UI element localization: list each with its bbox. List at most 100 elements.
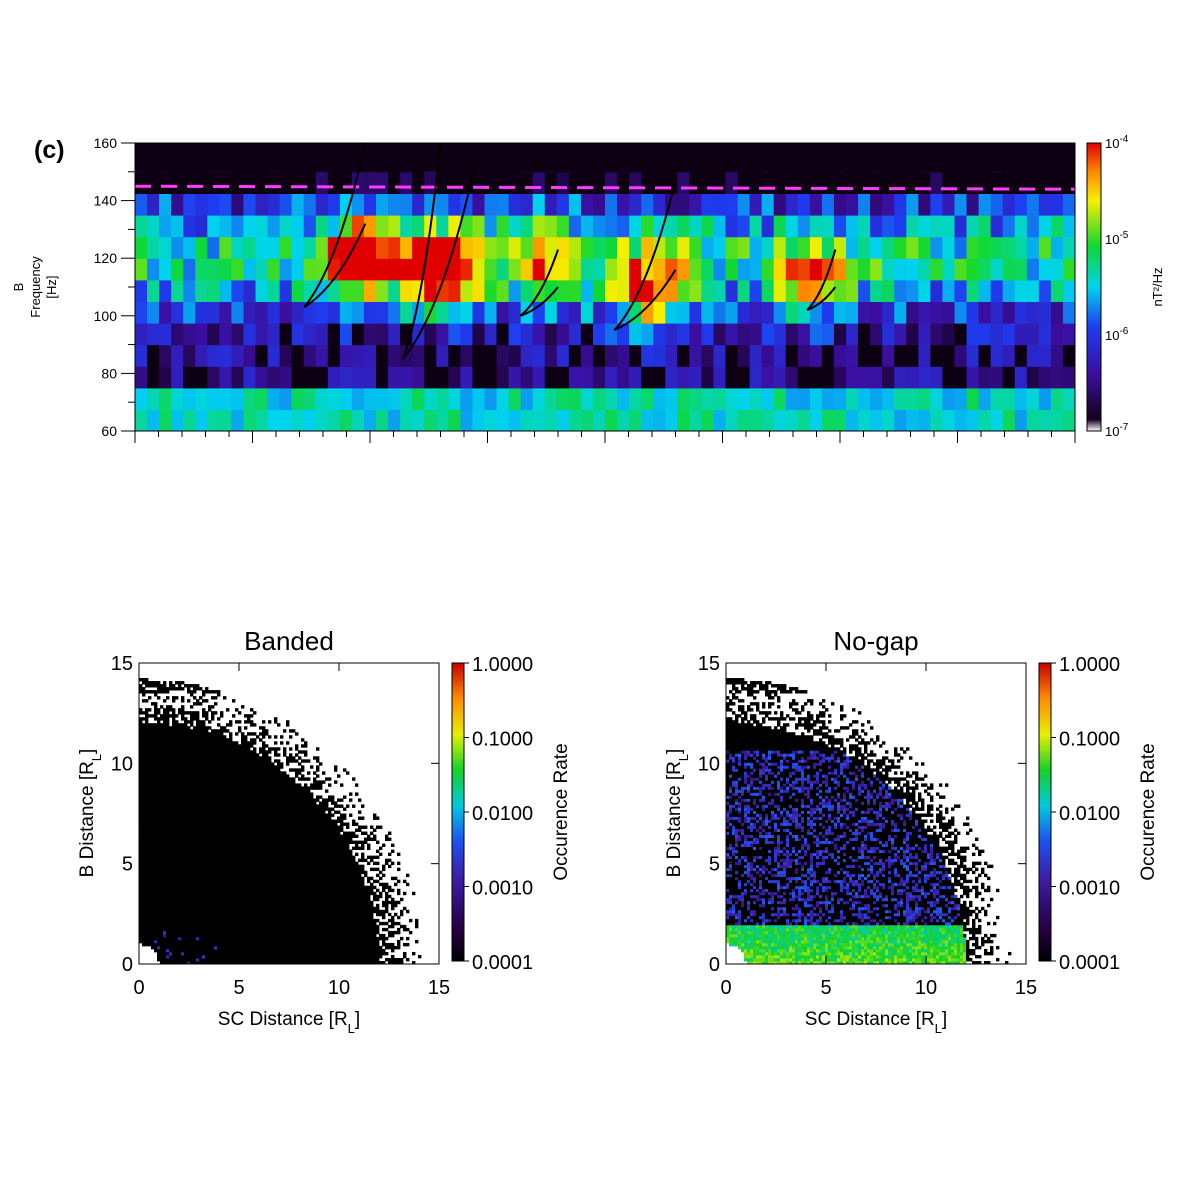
spectrogram-cell [761, 279, 775, 302]
occurrence-cell [148, 861, 152, 866]
occurrence-cell [277, 903, 281, 908]
occurrence-cell [208, 726, 212, 730]
occurrence-cell [172, 726, 176, 730]
occurrence-cell [241, 912, 245, 917]
occurrence-cell [172, 711, 176, 715]
spectrogram-cell [363, 301, 377, 324]
occurrence-cell [169, 801, 173, 805]
spectrogram-cell [990, 171, 1004, 194]
spectrogram-cell [641, 171, 654, 194]
occurrence-cell [187, 852, 191, 857]
rising-tone-trace [806, 286, 837, 311]
occurrence-cell [244, 801, 248, 805]
occurrence-cell [196, 762, 200, 766]
occurrence-cell [190, 873, 194, 878]
occurrence-cell [214, 879, 218, 884]
occurrence-cell [214, 915, 218, 920]
occurrence-cell [205, 831, 209, 835]
occurrence-cell [238, 789, 242, 793]
occurrence-cell [211, 780, 215, 784]
occurrence-cell [148, 774, 152, 778]
occurrence-cell [274, 948, 278, 953]
occurrence-cell [214, 855, 218, 860]
spectrogram-cell [725, 171, 739, 173]
occurrence-cell [238, 945, 242, 950]
occurrence-cell [241, 795, 245, 799]
occurrence-cell [253, 894, 257, 899]
occurrence-cell [238, 759, 242, 763]
occurrence-cell [166, 933, 170, 938]
occurrence-cell [211, 834, 215, 838]
spectrogram-cell [339, 366, 353, 389]
occurrence-cell [160, 780, 164, 784]
occurrence-cell [193, 726, 197, 730]
occurrence-cell [157, 876, 161, 881]
occurrence-cell [235, 759, 239, 763]
occurrence-cell [229, 738, 233, 742]
occurrence-cell [223, 852, 227, 857]
occurrence-cell [202, 759, 206, 763]
spectrogram-cell [954, 344, 968, 367]
occurrence-cell [145, 894, 149, 899]
occurrence-cell [217, 816, 221, 820]
occurrence-cell [202, 741, 206, 745]
occurrence-cell [184, 927, 188, 932]
spectrogram-cell [978, 344, 992, 367]
occurrence-cell [250, 951, 254, 956]
occurrence-cell [226, 789, 230, 793]
occurrence-cell [232, 744, 236, 748]
occurrence-cell [226, 759, 230, 763]
spectrogram-cell [171, 344, 184, 367]
spectrogram-cell [339, 344, 353, 367]
occurrence-cell [250, 897, 254, 902]
occurrence-cell [142, 867, 146, 872]
spectrogram-cell [653, 323, 666, 346]
occurrence-cell [265, 810, 269, 814]
spectrogram-cell [821, 279, 835, 302]
spectrogram-cell [846, 409, 859, 431]
occurrence-cell [193, 933, 197, 938]
occurrence-cell [172, 714, 176, 718]
spectrogram-cell [351, 344, 365, 367]
occurrence-cell [217, 759, 221, 763]
occurrence-cell [211, 711, 215, 715]
spectrogram-cell [918, 323, 931, 346]
spectrogram-cell [376, 258, 389, 281]
occurrence-cell [157, 864, 161, 869]
occurrence-cell [145, 912, 149, 917]
occurrence-cell [277, 894, 281, 899]
occurrence-cell [220, 801, 224, 805]
spectrogram-cell [713, 171, 727, 173]
occurrence-cell [211, 861, 215, 866]
occurrence-cell [193, 816, 197, 820]
occurrence-cell [217, 729, 221, 733]
occurrence-cell [253, 876, 257, 881]
occurrence-cell [187, 888, 191, 893]
occurrence-cell [241, 741, 245, 745]
occurrence-cell [178, 777, 182, 781]
occurrence-cell [277, 867, 281, 872]
spectrogram-cell [376, 279, 389, 302]
spectrogram-cell [520, 258, 534, 281]
occurrence-cell [199, 912, 203, 917]
occurrence-cell [145, 876, 149, 881]
spectrogram-cell [351, 387, 365, 410]
spectrogram-cell [135, 409, 148, 431]
occurrence-cell [274, 945, 278, 950]
occurrence-cell [247, 897, 251, 902]
occurrence-cell [226, 873, 230, 878]
occurrence-cell [172, 885, 176, 890]
occurrence-cell [163, 744, 167, 748]
spectrogram-cell [641, 323, 654, 346]
spectrogram-cell [472, 236, 486, 259]
spectrogram-cell [520, 323, 534, 346]
spectrogram-cell [617, 279, 630, 302]
occurrence-cell [259, 936, 263, 941]
occurrence-cell [265, 945, 269, 950]
occurrence-cell [148, 876, 152, 881]
spectrogram-cell [171, 366, 184, 389]
occurrence-cell [274, 753, 278, 757]
occurrence-cell [148, 819, 152, 823]
occurrence-cell [160, 918, 164, 923]
occurrence-cell [241, 789, 245, 793]
